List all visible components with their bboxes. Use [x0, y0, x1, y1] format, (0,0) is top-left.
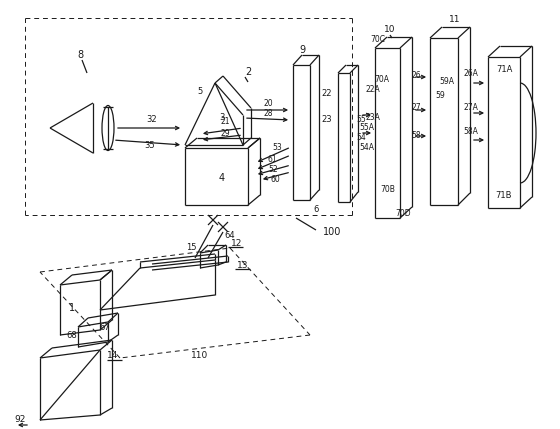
Text: 58: 58	[411, 130, 421, 139]
Text: 3: 3	[220, 114, 225, 123]
Text: 21: 21	[220, 118, 230, 127]
Text: 22: 22	[321, 88, 332, 97]
Text: 35: 35	[144, 141, 155, 149]
Text: 92: 92	[15, 416, 26, 425]
Text: 14: 14	[108, 351, 119, 360]
Text: 1: 1	[69, 303, 75, 313]
Text: 71B: 71B	[496, 190, 512, 199]
Text: 28: 28	[263, 109, 273, 118]
Text: 23: 23	[321, 115, 332, 124]
Text: 53: 53	[272, 142, 282, 151]
Text: 58A: 58A	[463, 127, 478, 136]
Text: 11: 11	[449, 15, 461, 24]
Text: 54: 54	[356, 133, 366, 142]
Text: 6: 6	[313, 205, 319, 214]
Text: 59: 59	[435, 91, 445, 100]
Text: 54A: 54A	[360, 142, 375, 151]
Text: 70C: 70C	[371, 36, 385, 45]
Text: 10: 10	[384, 25, 396, 34]
Text: 59A: 59A	[440, 78, 455, 87]
Text: 15: 15	[186, 244, 197, 253]
Text: 61: 61	[267, 155, 277, 164]
Text: 23A: 23A	[365, 114, 380, 123]
Text: 12: 12	[231, 239, 242, 248]
Text: 110: 110	[192, 350, 209, 360]
Text: 32: 32	[147, 115, 157, 124]
Text: 100: 100	[323, 227, 341, 237]
Text: 8: 8	[77, 50, 83, 60]
Text: 55A: 55A	[360, 124, 375, 133]
Text: 26: 26	[411, 70, 421, 79]
Text: 9: 9	[299, 45, 305, 55]
Text: 67: 67	[100, 323, 110, 332]
Text: 13: 13	[237, 260, 249, 269]
Text: 70B: 70B	[381, 185, 395, 194]
Text: 52: 52	[268, 166, 278, 175]
Text: 60: 60	[270, 175, 280, 184]
Text: 26A: 26A	[463, 69, 478, 78]
Text: 71A: 71A	[496, 66, 512, 75]
Text: 27: 27	[411, 103, 421, 112]
Text: 70A: 70A	[375, 76, 390, 85]
Text: 70D: 70D	[395, 209, 411, 218]
Text: 20: 20	[263, 99, 273, 108]
Text: 29: 29	[220, 129, 230, 138]
Text: 68: 68	[67, 330, 77, 339]
Text: 22A: 22A	[365, 85, 380, 94]
Text: 2: 2	[245, 67, 251, 77]
Text: 55: 55	[356, 115, 366, 124]
Text: 5: 5	[197, 88, 203, 97]
Text: 27A: 27A	[463, 103, 478, 112]
Text: 4: 4	[219, 173, 225, 183]
Text: 64: 64	[225, 230, 235, 239]
